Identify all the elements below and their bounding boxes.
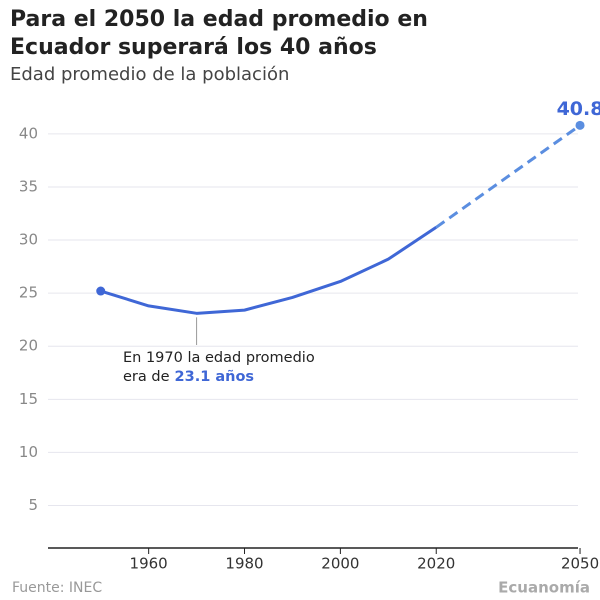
chart-subtitle: Edad promedio de la población (10, 64, 290, 85)
x-tick-label: 2050 (561, 555, 599, 573)
x-tick-label: 1980 (225, 555, 263, 573)
y-tick-label: 25 (19, 284, 38, 302)
chart-title: Para el 2050 la edad promedio en Ecuador… (10, 7, 428, 60)
value-label: 40.8 (557, 98, 600, 120)
line-solid (100, 226, 438, 315)
y-tick-label: 20 (19, 337, 38, 355)
y-tick-label: 40 (19, 124, 38, 142)
point (575, 120, 585, 130)
x-tick-label: 2000 (321, 555, 359, 573)
y-tick-label: 30 (19, 231, 38, 249)
annotation-value: 23.1 años (175, 369, 255, 385)
line-projection (435, 124, 581, 229)
y-tick-label: 5 (28, 496, 38, 514)
y-tick-label: 15 (19, 390, 38, 408)
annotation: En 1970 la edad promedio (123, 350, 315, 366)
x-tick-label: 1960 (130, 555, 168, 573)
y-tick-label: 35 (19, 177, 38, 195)
x-tick-label: 2020 (417, 555, 455, 573)
point (96, 286, 106, 296)
y-tick-label: 10 (19, 443, 38, 461)
source: Fuente: INEC (12, 580, 102, 596)
annotation: era de 23.1 años (123, 369, 254, 385)
brand: Ecuanomía (498, 579, 590, 597)
